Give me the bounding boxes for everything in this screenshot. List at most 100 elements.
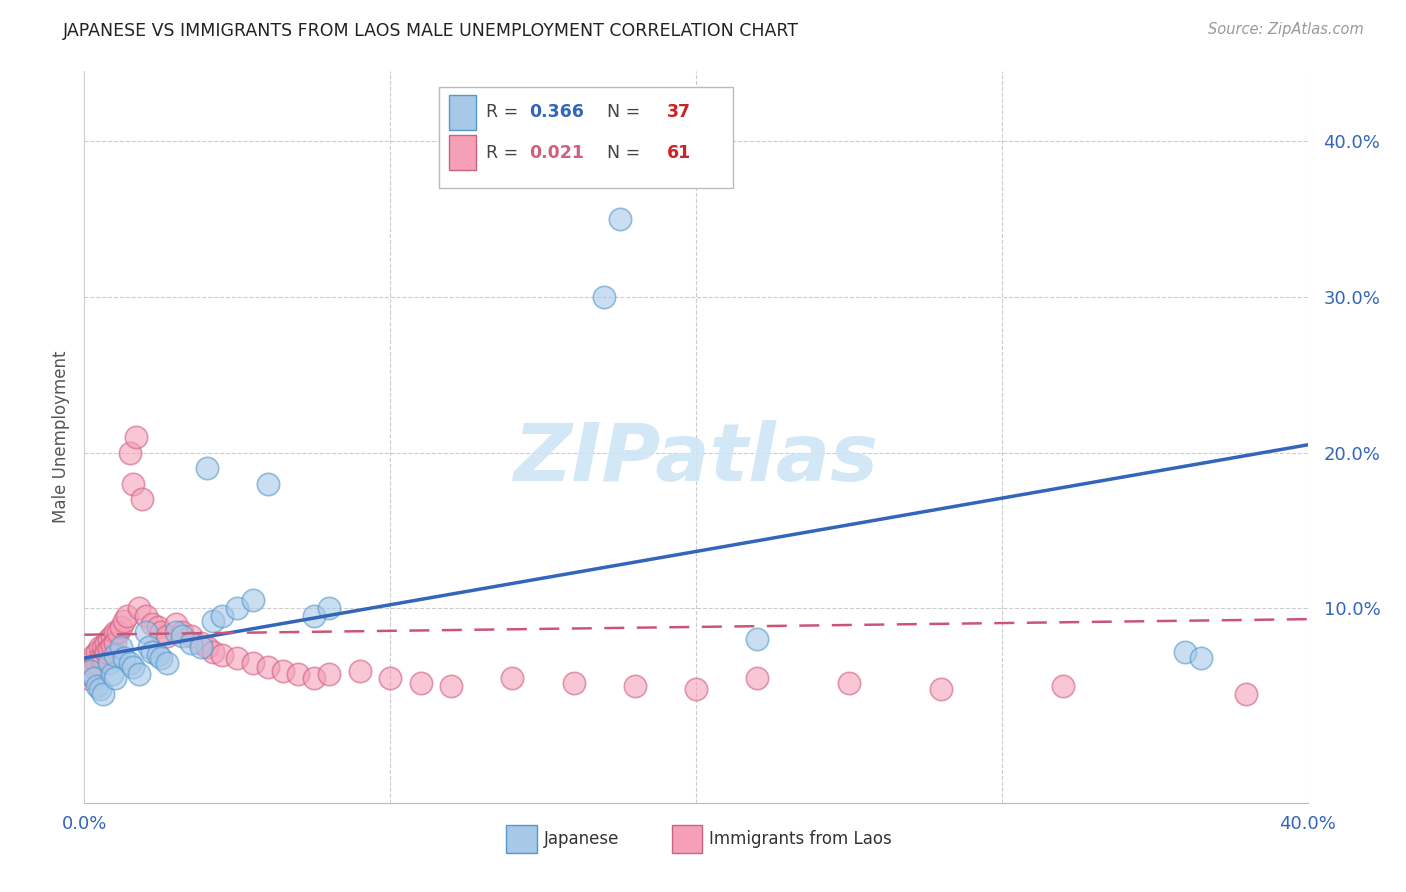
Point (104, 671, 127, 685)
Point (79, 666, 101, 681)
Point (440, 679, 463, 693)
Point (110, 640, 132, 655)
Point (165, 624, 187, 639)
FancyBboxPatch shape (449, 95, 475, 130)
Point (141, 645, 163, 659)
Text: 37: 37 (666, 103, 690, 121)
Point (172, 624, 194, 639)
Point (226, 651, 249, 665)
Point (79, 664, 101, 678)
Point (242, 593, 264, 607)
Text: Immigrants from Laos: Immigrants from Laos (710, 830, 893, 847)
Point (180, 635, 202, 649)
Point (502, 671, 524, 685)
Point (929, 682, 952, 697)
Point (593, 290, 616, 304)
Point (165, 616, 187, 631)
Point (318, 601, 340, 615)
Point (190, 635, 212, 649)
Point (135, 609, 157, 624)
Text: 61: 61 (666, 144, 690, 161)
Point (190, 640, 212, 655)
Point (747, 671, 769, 685)
Text: Source: ZipAtlas.com: Source: ZipAtlas.com (1208, 22, 1364, 37)
Point (257, 660, 280, 674)
Point (83, 671, 105, 685)
Point (1236, 687, 1258, 701)
Point (122, 660, 145, 674)
Point (201, 614, 224, 628)
Text: N =: N = (596, 103, 645, 121)
Point (141, 616, 163, 631)
Point (120, 445, 142, 459)
Point (302, 671, 325, 685)
Text: Japanese: Japanese (544, 830, 620, 847)
Point (838, 676, 860, 690)
Point (302, 609, 325, 624)
Point (94, 635, 117, 649)
Point (86, 645, 108, 659)
Point (128, 601, 150, 615)
Point (138, 640, 160, 655)
Point (242, 656, 264, 670)
Point (125, 430, 148, 444)
Point (104, 635, 127, 649)
Point (1052, 679, 1074, 693)
FancyBboxPatch shape (449, 135, 475, 170)
Point (83, 648, 105, 662)
Point (128, 666, 150, 681)
Point (146, 620, 169, 634)
Point (101, 629, 124, 643)
Point (101, 666, 124, 681)
Text: 0.366: 0.366 (530, 103, 585, 121)
Point (76, 664, 98, 678)
FancyBboxPatch shape (672, 825, 702, 853)
Point (86, 679, 108, 693)
Point (89, 651, 111, 665)
Point (349, 664, 371, 678)
Text: JAPANESE VS IMMIGRANTS FROM LAOS MALE UNEMPLOYMENT CORRELATION CHART: JAPANESE VS IMMIGRANTS FROM LAOS MALE UN… (63, 22, 799, 40)
Point (97, 641, 120, 656)
Point (624, 679, 647, 693)
Point (120, 656, 142, 670)
Point (287, 666, 309, 681)
Point (112, 614, 135, 628)
Point (89, 640, 111, 655)
Point (195, 640, 218, 655)
Text: ZIPatlas: ZIPatlas (513, 420, 879, 498)
Y-axis label: Male Unemployment: Male Unemployment (52, 351, 70, 524)
Point (76, 671, 98, 685)
Point (101, 639, 124, 653)
Point (211, 648, 233, 662)
Point (195, 461, 218, 475)
Point (146, 648, 169, 662)
Point (149, 651, 172, 665)
Point (86, 656, 108, 670)
Point (562, 676, 585, 690)
Point (97, 632, 120, 647)
FancyBboxPatch shape (506, 825, 537, 853)
FancyBboxPatch shape (439, 87, 733, 188)
Point (107, 624, 129, 639)
Point (91, 687, 114, 701)
Point (257, 476, 280, 491)
Point (110, 620, 132, 634)
Text: R =: R = (485, 144, 523, 161)
Point (226, 601, 249, 615)
Point (747, 632, 769, 647)
Point (318, 666, 340, 681)
Point (104, 648, 127, 662)
Point (104, 624, 127, 639)
Point (380, 671, 402, 685)
Point (1174, 645, 1197, 659)
Point (201, 645, 224, 659)
Text: N =: N = (596, 144, 645, 161)
Point (83, 660, 105, 674)
Point (112, 651, 135, 665)
Point (609, 212, 631, 227)
Point (135, 624, 157, 639)
Point (91, 651, 114, 665)
Point (115, 609, 138, 624)
Text: 0.021: 0.021 (530, 144, 585, 161)
Point (172, 629, 194, 643)
